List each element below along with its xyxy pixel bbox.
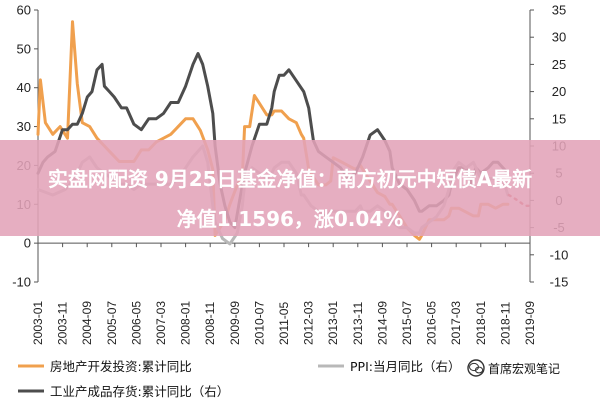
left-tick-label: 40 bbox=[17, 80, 31, 95]
banner-background bbox=[0, 140, 600, 236]
x-axis: 2003-01 2003-11 2004-09 2005-07 2006-05 2007-… bbox=[31, 242, 537, 345]
x-tick-label: 2003-01 bbox=[31, 301, 45, 345]
x-tick-label: 2012-03 bbox=[302, 301, 316, 345]
left-tick-label: 30 bbox=[17, 119, 31, 134]
watermark-text: 首席宏观笔记 bbox=[488, 361, 560, 376]
left-tick-label: 60 bbox=[17, 3, 31, 18]
x-tick-label: 2007-03 bbox=[154, 301, 168, 345]
x-tick-label: 2016-05 bbox=[425, 301, 439, 345]
x-tick-label: 2015-07 bbox=[400, 301, 414, 345]
right-tick-label: 15 bbox=[552, 111, 566, 126]
x-tick-label: 2008-01 bbox=[179, 301, 193, 345]
right-tick-label: 30 bbox=[552, 30, 566, 45]
x-tick-label: 2014-09 bbox=[375, 301, 389, 345]
legend: 房地产开发投资:累计同比 PPI:当月同比（右） 工业产成品存货:累计同比（右） bbox=[18, 359, 460, 399]
left-tick-label: -10 bbox=[12, 275, 31, 290]
right-tick-label: 20 bbox=[552, 84, 566, 99]
banner-line-2: 净值1.1596，涨0.04% bbox=[177, 207, 404, 231]
x-tick-label: 2013-11 bbox=[351, 302, 365, 345]
banner: 实盘网配资 9月25日基金净值：南方初元中短债A最新 净值1.1596，涨0.0… bbox=[0, 140, 600, 236]
x-tick-label: 2011-05 bbox=[277, 302, 291, 345]
x-tick-label: 2019-09 bbox=[523, 301, 537, 345]
x-tick-label: 2006-05 bbox=[129, 301, 143, 345]
left-tick-label: 50 bbox=[17, 41, 31, 56]
x-tick-label: 2008-11 bbox=[203, 302, 217, 345]
legend-label-ppi: PPI:当月同比（右） bbox=[350, 359, 460, 374]
right-tick-label: -15 bbox=[550, 275, 569, 290]
x-tick-label: 2010-07 bbox=[252, 301, 266, 345]
left-tick-label: 0 bbox=[24, 236, 31, 251]
x-tick-label: 2005-07 bbox=[105, 301, 119, 345]
x-tick-label: 2017-03 bbox=[449, 301, 463, 345]
x-tick-label: 2013-01 bbox=[326, 301, 340, 345]
banner-line-1: 实盘网配资 9月25日基金净值：南方初元中短债A最新 bbox=[48, 167, 532, 191]
right-tick-label: 35 bbox=[552, 3, 566, 18]
legend-label-inventory: 工业产成品存货:累计同比（右） bbox=[50, 384, 229, 399]
right-tick-label: 25 bbox=[552, 57, 566, 72]
x-tick-label: 2009-09 bbox=[228, 301, 242, 345]
legend-label-real-estate: 房地产开发投资:累计同比 bbox=[50, 359, 192, 374]
x-tick-label: 2003-11 bbox=[56, 302, 70, 345]
x-tick-label: 2004-09 bbox=[80, 301, 94, 345]
x-tick-label: 2018-01 bbox=[474, 301, 488, 345]
wechat-icon bbox=[467, 359, 485, 377]
right-tick-label: -10 bbox=[550, 247, 569, 262]
x-tick-label: 2018-11 bbox=[498, 302, 512, 345]
watermark: 首席宏观笔记 bbox=[467, 359, 560, 377]
